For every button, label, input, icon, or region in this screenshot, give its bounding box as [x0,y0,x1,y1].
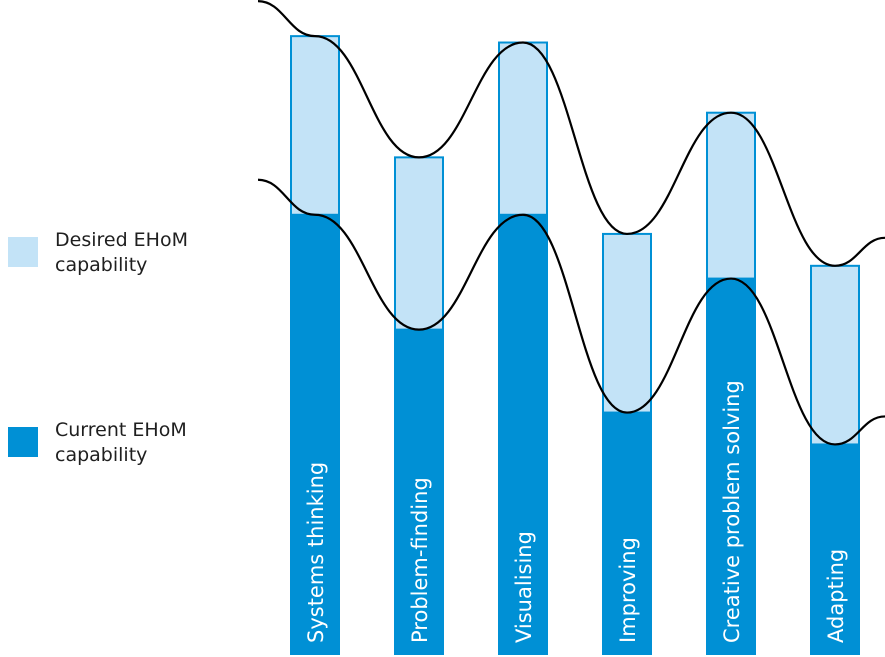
legend-swatch-current [8,427,38,457]
bar-current-visualising [498,214,548,655]
bar-label-systems-thinking: Systems thinking [304,462,328,643]
legend-item-desired: Desired EHoM capability [8,228,215,278]
bar-desired-improving [602,232,652,414]
bar-current-creative-problem-solving [706,278,756,655]
bar-label-improving: Improving [616,537,640,643]
bar-desired-problem-finding [394,156,444,331]
legend-label-current: Current EHoM capability [55,419,187,466]
bar-label-problem-finding: Problem-finding [408,477,432,643]
bar-desired-creative-problem-solving [706,111,756,280]
legend-swatch-desired [8,237,38,267]
bar-current-problem-finding [394,329,444,655]
bar-current-systems-thinking [290,214,340,655]
bar-current-improving [602,412,652,655]
bar-label-adapting: Adapting [824,549,848,643]
bar-desired-systems-thinking [290,35,340,216]
legend-item-current: Current EHoM capability [8,418,215,468]
curve-current [257,178,885,446]
bar-desired-adapting [810,264,860,446]
bar-current-adapting [810,444,860,655]
bar-label-visualising: Visualising [512,531,536,643]
bar-desired-visualising [498,41,548,216]
curve-desired [257,0,885,267]
bar-label-creative-problem-solving: Creative problem solving [720,380,744,643]
legend-label-desired: Desired EHoM capability [55,229,188,276]
